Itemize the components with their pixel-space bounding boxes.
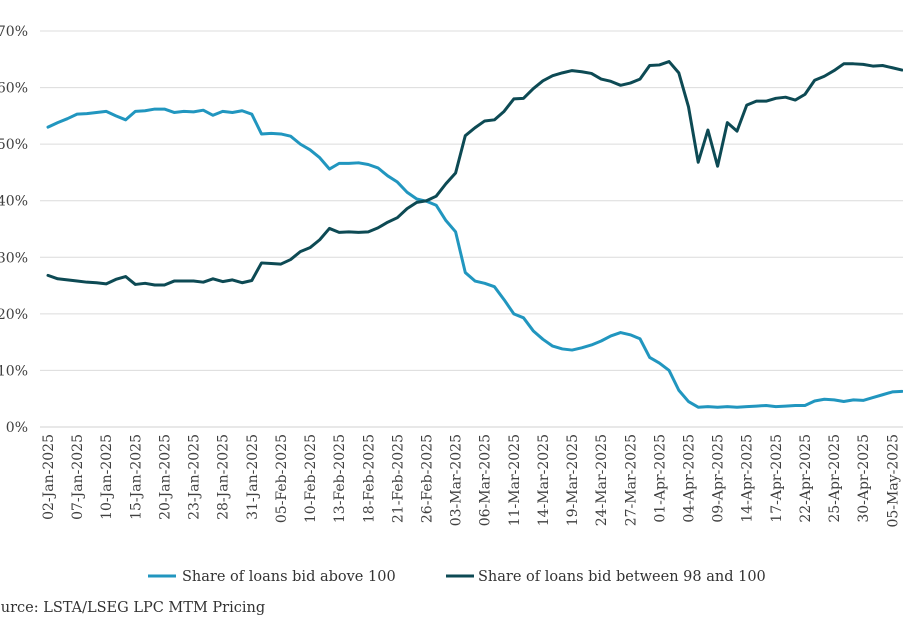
x-tick-label: 05-May-2025 (885, 434, 901, 528)
x-axis-tick-labels: 02-Jan-2025 07-Jan-2025 10-Jan-2025 15-Jan-… (41, 434, 901, 528)
legend-label-series-1: Share of loans bid above 100 (182, 569, 396, 585)
x-tick-label: 07-Jan-2025 (70, 434, 86, 520)
source-note: ource: LSTA/LSEG LPC MTM Pricing (0, 600, 266, 616)
y-tick-label: 60% (0, 81, 28, 97)
x-tick-label: 02-Jan-2025 (41, 434, 57, 520)
x-tick-label: 06-Mar-2025 (478, 434, 494, 526)
x-tick-label: 05-Feb-2025 (274, 434, 290, 523)
x-tick-label: 04-Apr-2025 (682, 434, 698, 523)
x-tick-label: 15-Jan-2025 (128, 434, 144, 520)
series-line-2 (46, 60, 903, 287)
x-tick-label: 11-Mar-2025 (507, 434, 523, 526)
y-tick-label: 30% (0, 250, 28, 266)
y-tick-label: 40% (0, 194, 28, 210)
x-tick-label: 13-Feb-2025 (332, 434, 348, 523)
x-tick-label: 21-Feb-2025 (390, 434, 406, 523)
y-tick-label: 10% (0, 363, 28, 379)
x-tick-label: 30-Apr-2025 (856, 434, 872, 523)
y-tick-label: 20% (0, 307, 28, 323)
y-tick-label: 0% (6, 420, 28, 436)
x-tick-label: 14-Apr-2025 (740, 434, 756, 523)
gridlines (40, 30, 903, 371)
series-line-1 (46, 107, 903, 409)
x-tick-label: 24-Mar-2025 (594, 434, 610, 526)
x-tick-label: 01-Apr-2025 (652, 434, 668, 523)
series-lines (46, 60, 903, 409)
x-tick-label: 26-Feb-2025 (419, 434, 435, 523)
x-tick-label: 03-Mar-2025 (449, 434, 465, 526)
x-tick-label: 17-Apr-2025 (769, 434, 785, 523)
legend-label-series-2: Share of loans bid between 98 and 100 (478, 569, 766, 585)
y-tick-label: 50% (0, 137, 28, 153)
y-tick-label: 70% (0, 24, 28, 40)
x-tick-label: 28-Jan-2025 (216, 434, 232, 520)
y-axis-tick-labels: 0% 10% 20% 30% 40% 50% 60% 70% (0, 24, 28, 436)
x-tick-label: 14-Mar-2025 (536, 434, 552, 526)
x-tick-label: 20-Jan-2025 (157, 434, 173, 520)
x-tick-label: 18-Feb-2025 (361, 434, 377, 523)
x-tick-label: 09-Apr-2025 (711, 434, 727, 523)
x-tick-label: 27-Mar-2025 (623, 434, 639, 526)
x-tick-label: 25-Apr-2025 (827, 434, 843, 523)
x-tick-label: 10-Jan-2025 (99, 434, 115, 520)
x-tick-label: 22-Apr-2025 (798, 434, 814, 523)
x-tick-label: 19-Mar-2025 (565, 434, 581, 526)
legend: Share of loans bid above 100 Share of lo… (148, 569, 766, 585)
x-tick-label: 10-Feb-2025 (303, 434, 319, 523)
x-tick-label: 31-Jan-2025 (245, 434, 261, 520)
x-tick-label: 23-Jan-2025 (187, 434, 203, 520)
